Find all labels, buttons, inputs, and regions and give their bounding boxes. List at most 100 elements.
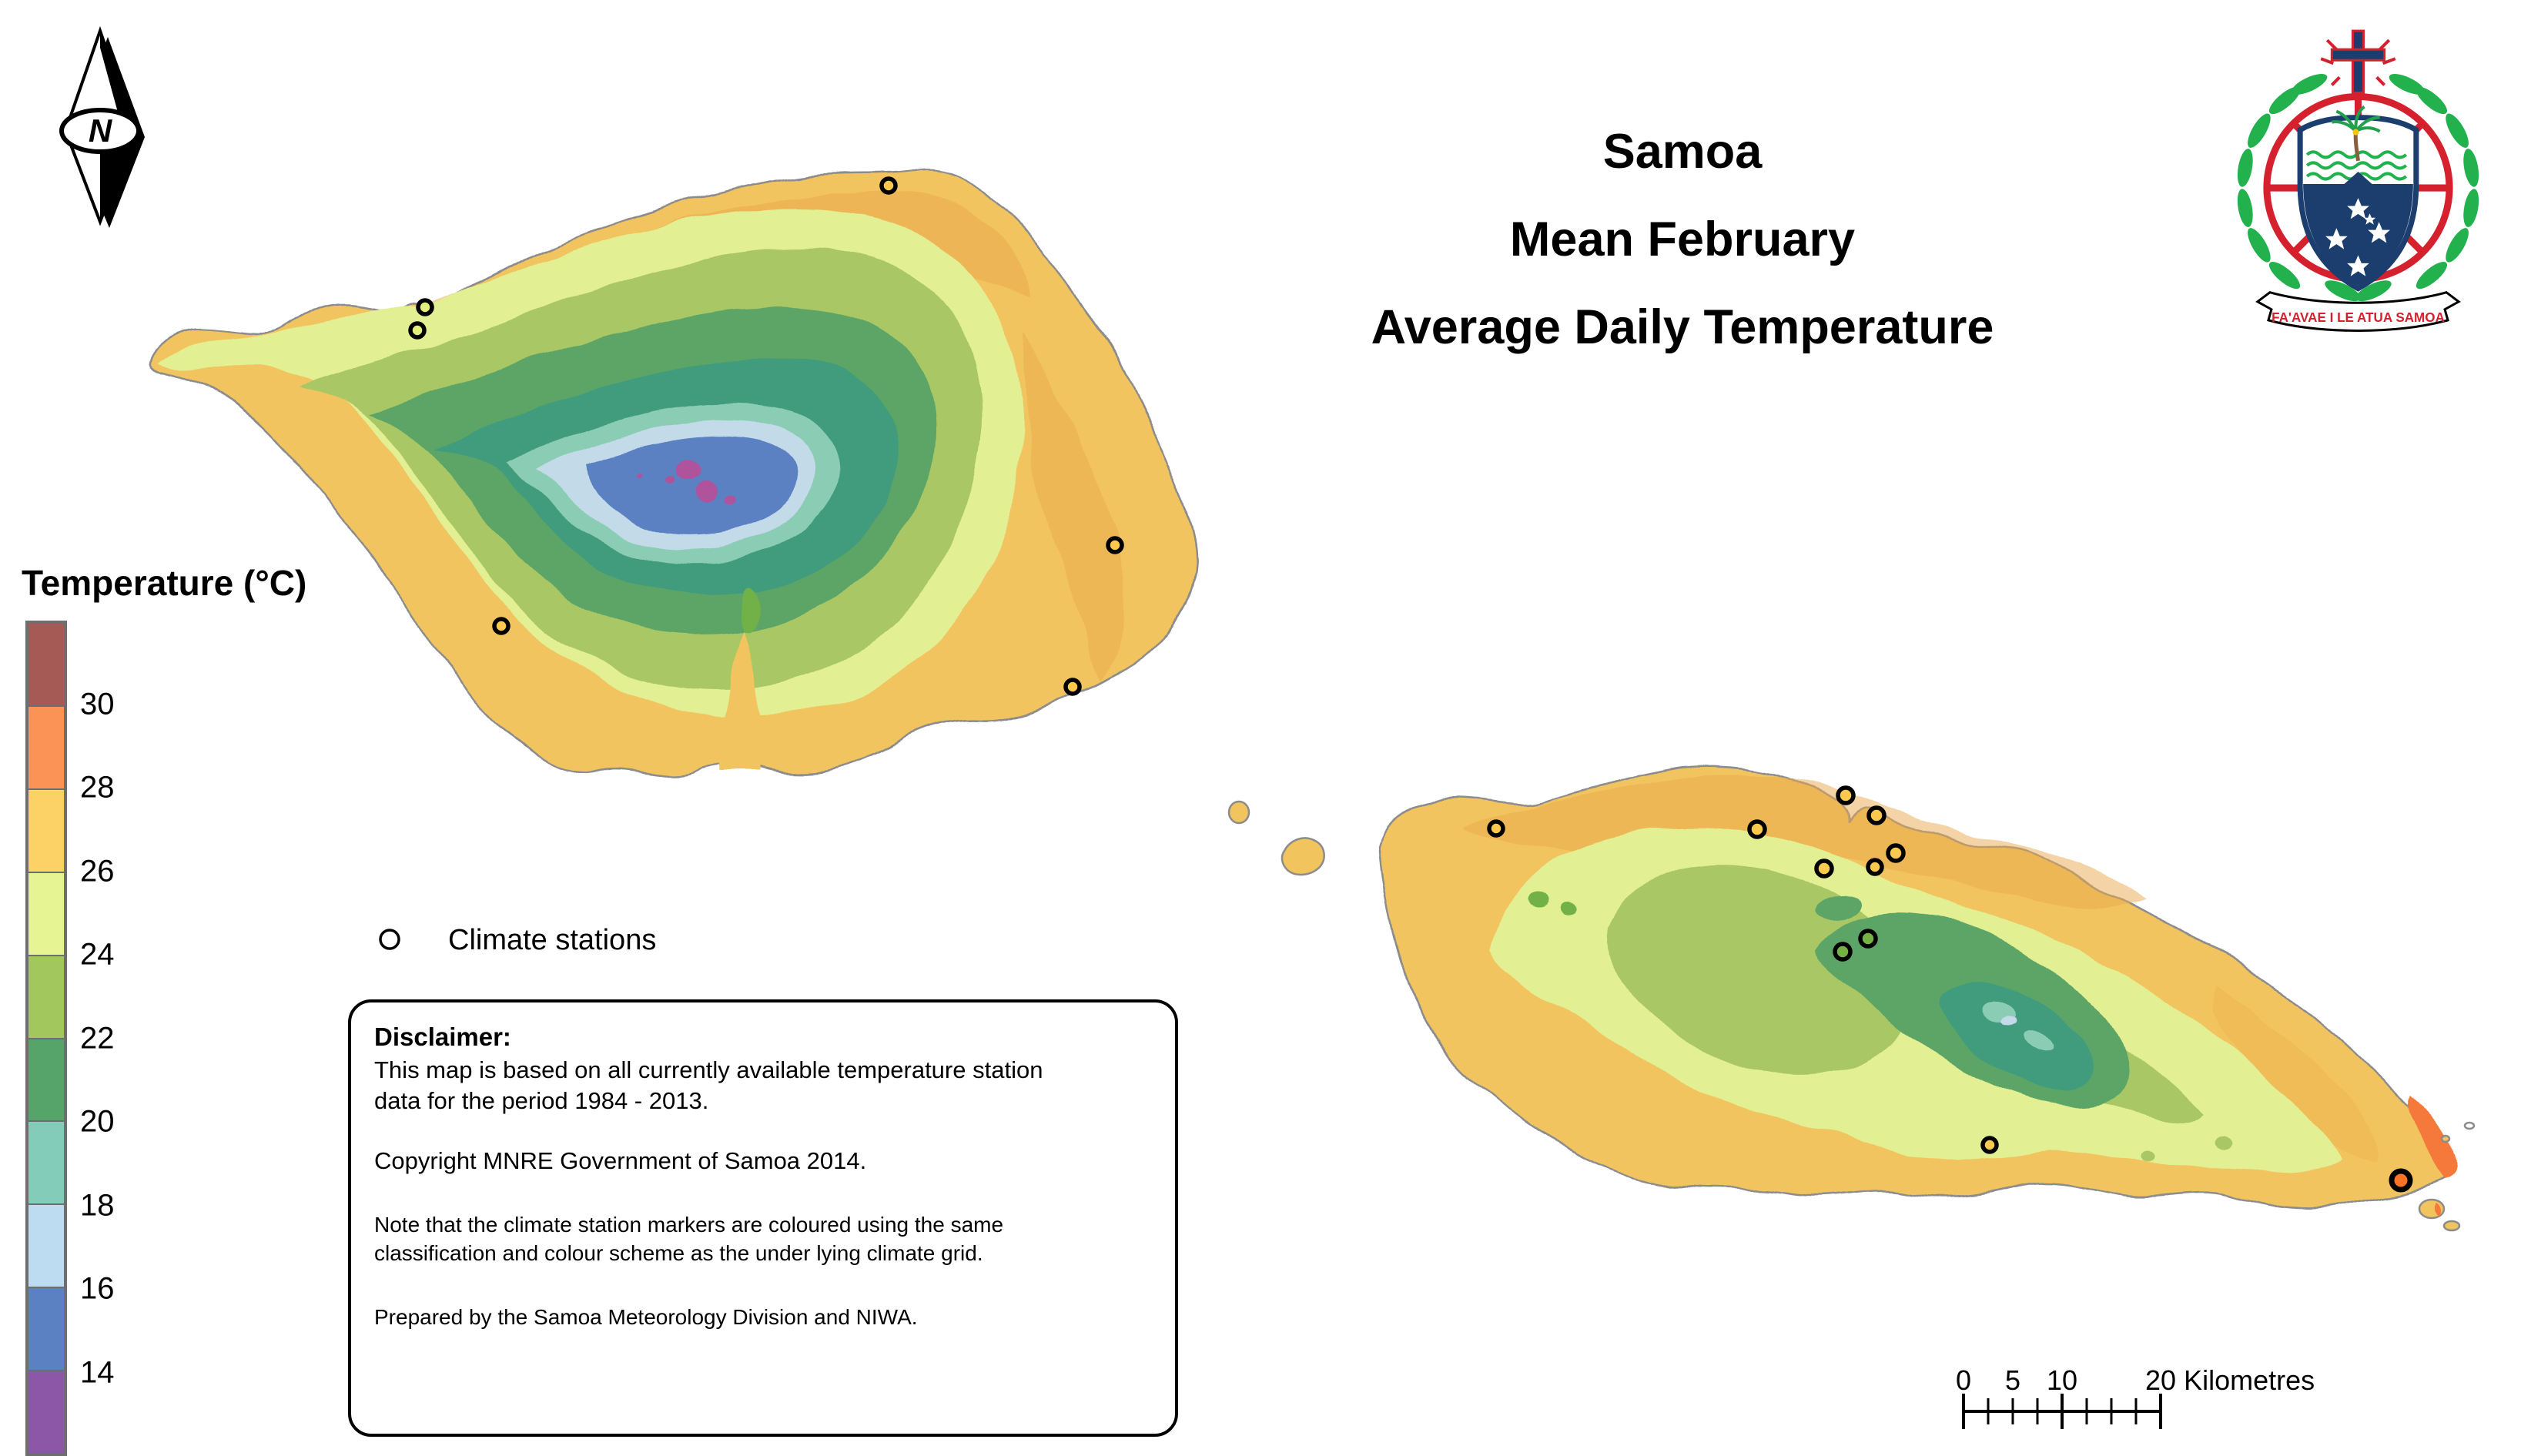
ramp-color-block (28, 1037, 64, 1121)
shield-sea (2303, 171, 2413, 286)
ramp-color-block (28, 1120, 64, 1204)
cross-icon (2320, 29, 2396, 94)
temperature-color-ramp (25, 621, 67, 1456)
climate-station-marker (879, 176, 898, 195)
map-title-line3: Average Daily Temperature (1371, 300, 1994, 354)
savaii-zone-below-14 (697, 480, 715, 503)
disclaimer-paragraph: Prepared by the Samoa Meteorology Divisi… (374, 1305, 918, 1329)
shield (2297, 105, 2419, 292)
savaii-zone-below-14 (677, 460, 701, 479)
islet-reef (2463, 1121, 2476, 1130)
upolu-zone-shade-north (1463, 775, 2148, 908)
islet-nuulua (2442, 1220, 2461, 1232)
savaii-zone-14-16 (587, 436, 799, 535)
climate-station-marker (1866, 805, 1886, 825)
upolu-zone-16-18 (2003, 1019, 2020, 1029)
climate-station-marker (416, 298, 434, 316)
savaii-zone-below-14 (667, 475, 676, 483)
disclaimer-paragraph: Copyright MNRE Government of Samoa 2014. (374, 1147, 867, 1174)
climate-station-marker (492, 617, 511, 635)
ramp-tick-label: 22 (80, 1021, 115, 1055)
legend-heading: Temperature (°C) (22, 563, 307, 603)
upolu-olive-dot (2141, 1154, 2155, 1163)
scalebar-label-10: 10 (2046, 1364, 2078, 1396)
climate-station-marker (1836, 785, 1856, 805)
scale-bar (1962, 1394, 2162, 1429)
ramp-color-block (28, 624, 64, 705)
station-legend-label: Climate stations (448, 924, 657, 956)
upolu-green-dot (1528, 892, 1549, 907)
north-arrow-letter: N (89, 112, 113, 149)
motto-text: FA'AVAE I LE ATUA SAMOA (2272, 310, 2445, 325)
climate-station-marker (1487, 819, 1505, 838)
savaii-gold-tongue (720, 630, 760, 770)
ramp-color-block (28, 1287, 64, 1371)
ramp-tick-label: 16 (80, 1271, 115, 1306)
samoa-coat-of-arms: FA'AVAE I LE ATUA SAMOA (2235, 29, 2482, 332)
ramp-tick-label: 20 (80, 1104, 115, 1139)
ramp-tick-label: 30 (80, 687, 115, 721)
upolu-olive-dot (2216, 1137, 2235, 1150)
islets-southeast (2418, 1121, 2476, 1232)
upolu-zone-28-30 (2410, 1097, 2460, 1181)
savaii-zone-below-14 (721, 497, 734, 507)
savaii-zone-shade-east (1024, 331, 1127, 681)
disclaimer-paragraph: Note that the climate station markers ar… (374, 1213, 1004, 1265)
motto-banner: FA'AVAE I LE ATUA SAMOA (2255, 291, 2461, 332)
ramp-color-block (28, 705, 64, 788)
upolu-zone-shade-east (2214, 986, 2379, 1163)
north-arrow-ring (59, 108, 141, 154)
scalebar-unit: Kilometres (2184, 1364, 2315, 1396)
scalebar-label-20-unit: 20 Kilometres (2145, 1364, 2315, 1397)
map-title: Samoa Mean February Average Daily Temper… (1066, 108, 2298, 371)
north-arrow: N (59, 25, 145, 228)
station-legend-marker-icon (379, 929, 400, 950)
scalebar-label-20: 20 (2145, 1364, 2177, 1396)
disclaimer-heading: Disclaimer: (374, 1023, 511, 1051)
ramp-color-block (28, 1370, 64, 1454)
upolu-green-dot (1562, 902, 1577, 915)
islet-apolima (1227, 800, 1250, 825)
island-savaii (149, 168, 1198, 777)
scalebar-label-0: 0 (1955, 1364, 1972, 1396)
savaii-zone-below-14 (638, 474, 644, 478)
islet-reef (2440, 1134, 2451, 1143)
ramp-tick-label: 24 (80, 937, 115, 972)
climate-station-marker (2389, 1168, 2413, 1193)
ramp-color-block (28, 1203, 64, 1287)
upolu-zone-18-20 (1937, 982, 2095, 1089)
climate-station-marker (1747, 819, 1767, 839)
ramp-tick-label: 28 (80, 770, 115, 805)
ramp-tick-label: 26 (80, 854, 115, 888)
climate-station-marker (408, 321, 427, 340)
disclaimer-box: Disclaimer: This map is based on all cur… (348, 999, 1178, 1437)
climate-station-marker (1980, 1136, 1999, 1154)
ramp-color-block (28, 954, 64, 1038)
map-title-line1: Samoa (1602, 125, 1763, 179)
ramp-tick-label: 18 (80, 1188, 115, 1222)
climate-station-marker (1063, 678, 1082, 696)
ramp-tick-label: 14 (80, 1355, 115, 1389)
island-upolu (1379, 765, 2460, 1211)
climate-station-marker (1106, 536, 1124, 554)
islets-apolima-strait (1227, 800, 1325, 876)
climate-station-marker (1858, 929, 1878, 949)
climate-station-marker (1833, 942, 1853, 962)
upolu-zone-18-20-flat (2026, 1032, 2052, 1050)
climate-station-marker (1814, 859, 1834, 879)
climate-station-marker (1866, 858, 1884, 876)
map-title-line2: Mean February (1509, 213, 1856, 266)
upolu-zone-20-22-patch (1814, 896, 1863, 921)
scalebar-label-5: 5 (2004, 1364, 2021, 1396)
ramp-color-block (28, 788, 64, 872)
islet-nuutele-orange (2434, 1203, 2442, 1217)
north-arrow-face-sliver (100, 48, 122, 126)
climate-station-marker (1886, 843, 1906, 863)
disclaimer-paragraph: This map is based on all currently avail… (374, 1056, 1043, 1114)
upolu-zone-18-20-flat (1980, 1001, 2018, 1026)
palm-tree (2331, 105, 2381, 162)
temperature-ramp-labels: 30 28 26 24 22 20 18 16 14 (80, 621, 142, 1456)
climate-stations-layer (408, 176, 2413, 1193)
islet-manono (1281, 837, 1325, 876)
